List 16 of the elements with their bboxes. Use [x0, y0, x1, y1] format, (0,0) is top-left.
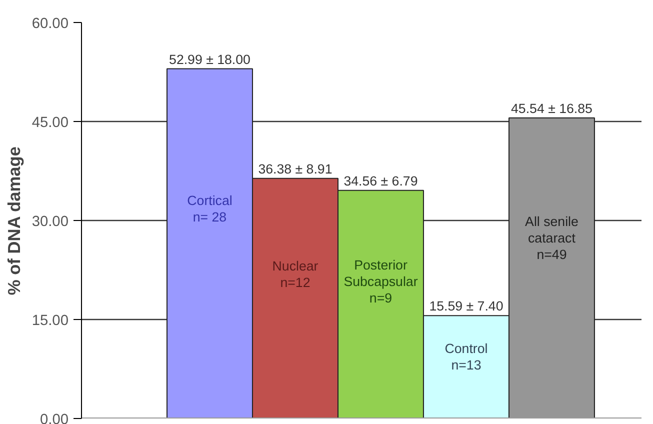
y-tick-label: 60.00: [32, 16, 69, 32]
y-tick-label: 30.00: [32, 214, 69, 230]
y-axis-title: % of DNA damage: [4, 146, 24, 296]
x-tick-label: Nuclear n=12: [272, 258, 319, 290]
x-tick-label: Posterior Subcapsular n=9: [344, 258, 418, 306]
data-label: 34.56 ± 6.79: [344, 173, 418, 188]
y-tick-label: 45.00: [32, 115, 69, 131]
x-tick-label: Control n=13: [444, 341, 488, 373]
data-label: 36.38 ± 8.91: [258, 161, 332, 176]
x-tick-label: Cortical n= 28: [187, 192, 232, 224]
data-label: 15.59 ± 7.40: [429, 298, 504, 314]
y-tick-label: 0.00: [40, 412, 69, 424]
y-tick-label: 15.00: [32, 313, 69, 329]
data-label: 45.54 ± 16.85: [511, 100, 592, 116]
data-label: 52.99 ± 18.00: [169, 52, 250, 67]
x-tick-label: All senile cataract n=49: [525, 214, 578, 262]
